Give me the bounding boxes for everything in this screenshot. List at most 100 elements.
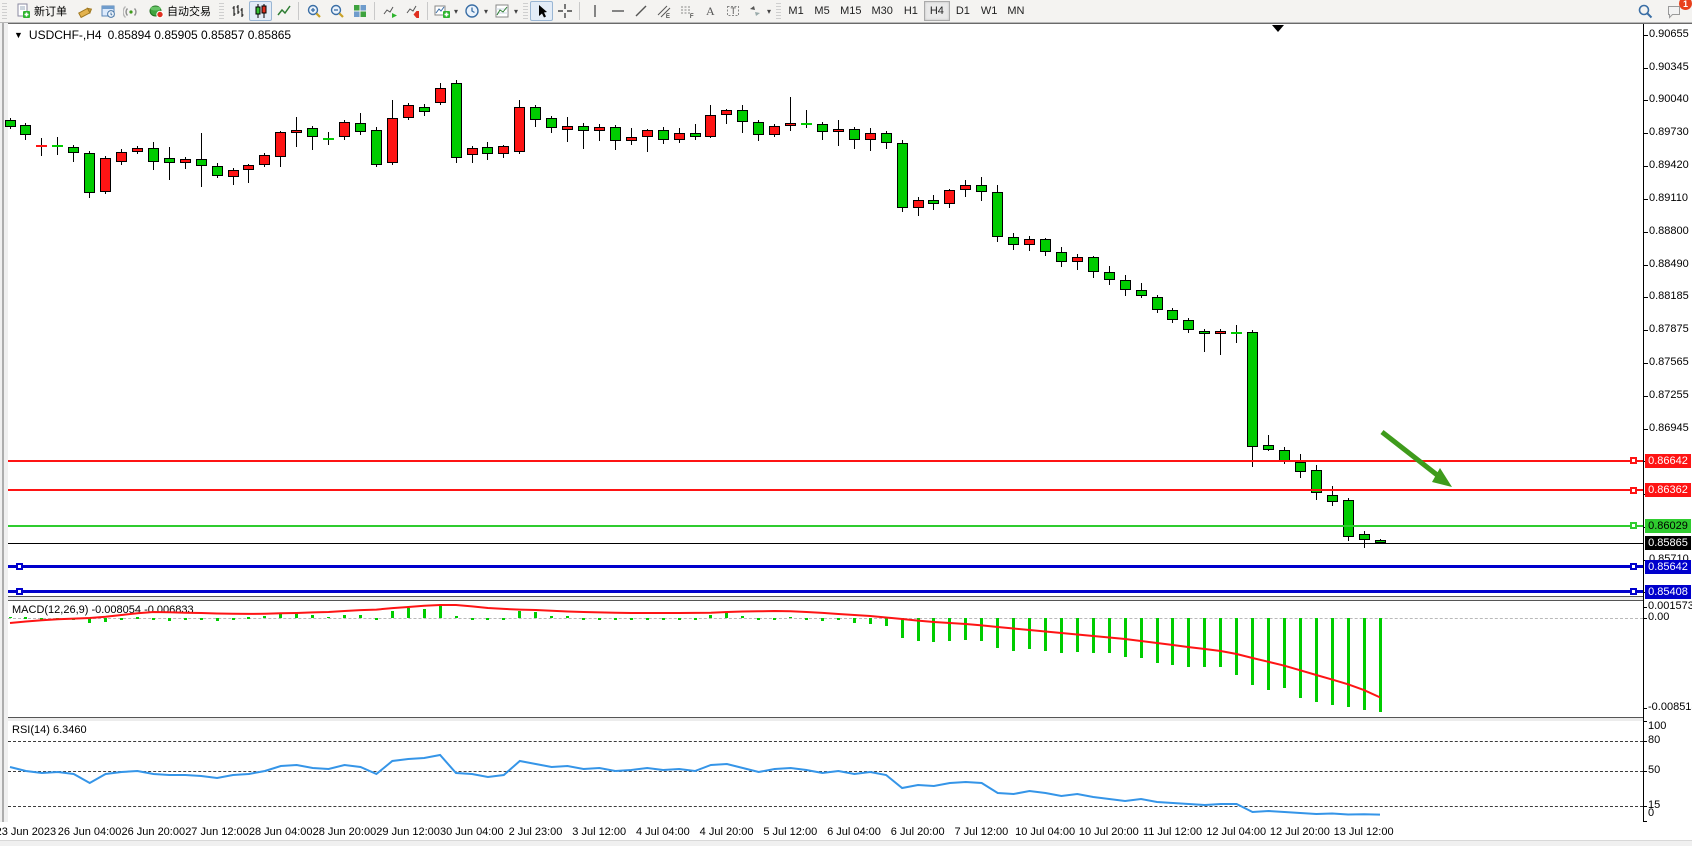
price-tick-label: 0.90655 — [1649, 28, 1689, 40]
tile-windows-button[interactable] — [348, 1, 371, 21]
chart-menu-caret-icon[interactable]: ▼ — [14, 30, 23, 40]
chart-shift-button[interactable] — [401, 1, 424, 21]
periods-button[interactable]: ▾ — [461, 1, 491, 21]
time-axis-label: 26 Jun 20:00 — [121, 826, 186, 838]
pane-splitter-macd[interactable] — [8, 596, 1692, 601]
rsi-tick-mark — [1644, 721, 1647, 722]
price-line-handle[interactable] — [1630, 457, 1637, 465]
price-line-handle[interactable] — [16, 563, 23, 571]
top-toolbar: 新订单 自动交易 ▾ ▾ — [0, 0, 1692, 23]
price-line-0.86029[interactable] — [8, 524, 1643, 527]
dropdown-caret-icon: ▾ — [514, 6, 519, 16]
price-chart-pane[interactable] — [8, 24, 1643, 596]
arrows-tool-button[interactable]: ▾ — [744, 1, 774, 21]
channel-letter: E — [666, 14, 670, 19]
price-line-0.86642[interactable] — [8, 459, 1643, 462]
crosshair-tool-button[interactable] — [553, 1, 576, 21]
rsi-tick-mark — [1644, 821, 1647, 822]
price-line-0.85865[interactable] — [8, 542, 1643, 544]
candlestick-chart-button[interactable] — [249, 1, 272, 21]
timeframe-button-D1[interactable]: D1 — [955, 5, 970, 17]
price-tick-mark — [1644, 428, 1648, 430]
toolbar-grip[interactable] — [776, 3, 782, 19]
fibonacci-tool-button[interactable]: F — [675, 1, 698, 21]
rsi-pane[interactable] — [8, 721, 1643, 822]
new-order-button[interactable]: 新订单 — [9, 1, 73, 21]
chart-shift-marker[interactable] — [1272, 25, 1284, 32]
vertical-line-tool-button[interactable] — [583, 1, 606, 21]
trendline-tool-button[interactable] — [629, 1, 652, 21]
timeframe-button-MN[interactable]: MN — [1007, 5, 1025, 17]
price-tick-mark — [1644, 329, 1648, 331]
price-line-0.86362[interactable] — [8, 489, 1643, 492]
macd-pane[interactable] — [8, 601, 1643, 717]
tile-windows-icon — [352, 3, 368, 19]
bar-chart-button[interactable] — [226, 1, 249, 21]
price-line-handle[interactable] — [1630, 486, 1637, 494]
autotrading-button[interactable]: 自动交易 — [142, 1, 217, 21]
toolbar-grip[interactable] — [2, 3, 7, 19]
timeframe-button-M1[interactable]: M1 — [788, 5, 804, 17]
templates-button[interactable]: ▾ — [491, 1, 521, 21]
text-label-tool-button[interactable]: T — [721, 1, 744, 21]
timeframe-button-W1[interactable]: W1 — [980, 5, 998, 17]
price-line-handle[interactable] — [16, 588, 23, 596]
timeframe-button-M15[interactable]: M15 — [840, 5, 862, 17]
zoom-in-button[interactable] — [302, 1, 325, 21]
rsi-tick-mark — [1644, 771, 1647, 772]
macd-tick-mark — [1644, 607, 1647, 608]
zoom-out-button[interactable] — [325, 1, 348, 21]
timeframe-button-M30[interactable]: M30 — [871, 5, 893, 17]
auto-scroll-button[interactable] — [378, 1, 401, 21]
time-axis-label: 4 Jul 04:00 — [635, 826, 690, 838]
price-tick-label: 0.87565 — [1649, 355, 1689, 368]
search-button[interactable] — [1634, 1, 1657, 21]
toolbar-grip[interactable] — [219, 3, 224, 19]
price-tick-label: 0.88800 — [1649, 224, 1689, 237]
price-tick-mark — [1644, 297, 1648, 298]
price-tick-mark — [1644, 35, 1648, 36]
timeframe-button-M5[interactable]: M5 — [814, 5, 830, 17]
profiles-button[interactable] — [96, 1, 119, 21]
candlestick-icon — [253, 3, 269, 19]
signals-button[interactable] — [119, 1, 142, 21]
trendline-icon — [633, 3, 649, 19]
window-icon — [100, 3, 116, 19]
rsi-axis-label: 100 — [1648, 720, 1667, 732]
clock-icon — [464, 3, 480, 19]
cursor-tool-button[interactable] — [530, 1, 554, 21]
price-line-0.85642[interactable] — [8, 565, 1643, 569]
text-tool-button[interactable]: A — [698, 1, 721, 21]
window-border — [0, 23, 1692, 24]
time-axis-label: 30 Jun 04:00 — [439, 826, 504, 838]
price-tick-mark — [1644, 67, 1648, 69]
rsi-axis-label: 80 — [1648, 734, 1661, 746]
time-axis[interactable]: 23 Jun 2023 26 Jun 04:00 26 Jun 20:00 27 Ju… — [0, 822, 1692, 840]
price-line-0.85408[interactable] — [8, 590, 1643, 594]
timeframe-button-H4[interactable]: H4 — [923, 1, 950, 21]
indicators-button[interactable]: ▾ — [431, 1, 461, 21]
arrows-icon — [747, 3, 763, 19]
time-axis-label: 12 Jul 04:00 — [1206, 826, 1267, 838]
time-axis-label: 29 Jun 12:00 — [376, 826, 440, 838]
time-axis-label: 23 Jun 2023 — [0, 826, 57, 838]
crosshair-icon — [557, 3, 573, 19]
price-tick-label: 0.88185 — [1649, 290, 1689, 302]
time-axis-label: 27 Jun 12:00 — [185, 826, 249, 838]
horizontal-line-tool-button[interactable] — [606, 1, 629, 21]
timeframe-button-H1[interactable]: H1 — [903, 5, 918, 17]
highlight-button[interactable] — [73, 1, 96, 21]
status-strip — [0, 840, 1692, 846]
macd-tick-mark — [1644, 618, 1647, 619]
crayon-icon — [77, 3, 93, 19]
price-line-handle[interactable] — [1630, 522, 1637, 530]
price-line-handle[interactable] — [1630, 563, 1637, 571]
time-axis-label: 3 Jul 12:00 — [572, 826, 627, 838]
price-axis[interactable]: 0.90655 0.90345 0.90040 0.89730 0.89420 0.891… — [1644, 24, 1692, 822]
new-order-label: 新订单 — [34, 6, 67, 18]
toolbar-grip[interactable] — [523, 3, 529, 19]
price-line-handle[interactable] — [1630, 588, 1637, 596]
notifications-button[interactable]: 1 — [1663, 0, 1692, 21]
line-chart-button[interactable] — [272, 1, 295, 21]
channel-tool-button[interactable]: E — [652, 1, 675, 21]
